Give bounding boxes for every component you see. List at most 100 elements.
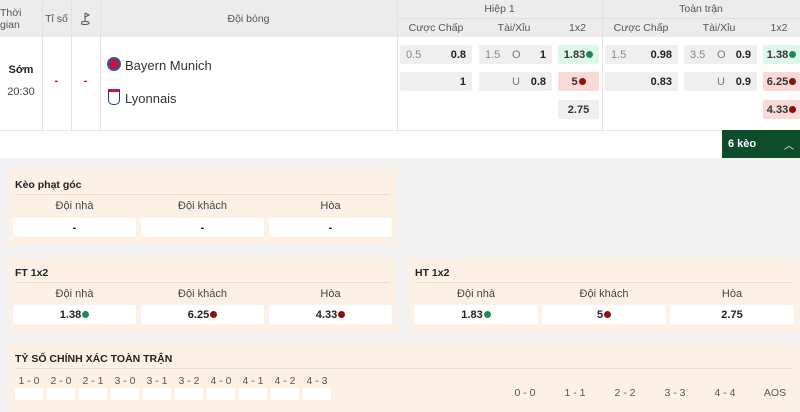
ft-1x2-draw[interactable]: 4.33 [763,100,800,119]
score-home: - [54,75,59,87]
score-odd-box[interactable] [303,388,331,400]
score-label: 4 - 0 [210,375,232,387]
header-ft-handicap: Cược Chấp [602,18,680,37]
under-label: U [717,75,725,88]
score-label: 3 - 2 [178,375,200,387]
up-dot-icon [789,51,797,58]
h1-handicap-home[interactable]: 0.5 0.8 [400,45,472,64]
header-h1-ou: Tài/Xỉu [475,18,553,37]
corner-home[interactable]: - [13,218,136,237]
odd: 6.25 [766,75,789,88]
label-away: Đội khách [178,200,227,212]
ft-over[interactable]: 3.5 O 0.9 [684,45,757,64]
odd: 5 [571,75,578,88]
score-label: 3 - 1 [146,375,168,387]
chevron-up-icon: ︿ [784,140,794,152]
header-ft-ou: Tài/Xỉu [680,18,758,37]
score-odd-box[interactable] [79,388,107,400]
header-score: Tỉ số [42,0,71,37]
corner-draw[interactable]: - [269,218,392,237]
header-fulltime: Toàn trận [602,0,800,18]
ft-away-odd[interactable]: 6.25 [141,305,264,324]
score-odd-box[interactable] [15,388,43,400]
h1-1x2-home[interactable]: 1.83 [558,45,599,64]
score-odd-box[interactable] [207,388,235,400]
h1-handicap-away[interactable]: 1 [400,72,472,91]
header-teams: Đội bóng [100,0,397,37]
ft-under[interactable]: U 0.9 [684,72,757,91]
h1-over[interactable]: 1.5 O 1 [479,45,552,64]
header-half1: Hiệp 1 [397,0,602,18]
ft-1x2-home[interactable]: 1.38 [763,45,800,64]
h1-1x2-away[interactable]: 5 [558,72,599,91]
score-label: 4 - 4 [714,387,736,399]
up-dot-icon [82,311,90,318]
ft-home-odd[interactable]: 1.38 [13,305,136,324]
down-dot-icon [604,311,612,318]
score-label: 1 - 1 [564,387,586,399]
odd: 0.83 [650,75,672,88]
odd: 0.9 [735,75,751,88]
over-label: O [717,48,726,61]
down-dot-icon [789,78,797,85]
header-h1-handicap: Cược Chấp [397,18,475,37]
score-odd-box[interactable] [175,388,203,400]
ft-draw-odd[interactable]: 4.33 [269,305,392,324]
corner-away[interactable]: - [141,218,264,237]
line: 1.5 [485,48,501,61]
label-home: Đội nhà [457,288,495,300]
down-dot-icon [338,311,346,318]
score-odd-box[interactable] [111,388,139,400]
score-odd-box[interactable] [239,388,267,400]
score-odd-box[interactable] [143,388,171,400]
down-dot-icon [210,311,218,318]
away-team[interactable]: Lyonnais [125,91,177,106]
ft-1x2-away[interactable]: 6.25 [763,72,800,91]
odd: 1.38 [59,308,82,321]
label-home: Đội nhà [55,200,94,212]
ht-draw-odd[interactable]: 2.75 [670,305,794,324]
panel-title: HT 1x2 [415,267,450,279]
odd: 2.75 [567,103,590,116]
ht-away-odd[interactable]: 5 [542,305,666,324]
match-time: 20:30 [7,86,35,98]
score-odd-box[interactable] [47,388,75,400]
odd: 6.25 [187,308,210,321]
odd: 4.33 [315,308,338,321]
label-away: Đội khách [579,288,629,300]
odd: 5 [596,308,604,321]
score-label: 0 - 0 [514,387,536,399]
score-away: - [83,75,88,87]
corner-panel: Kèo phạt góc Đội nhà Đội khách Hòa - - - [8,168,397,245]
label-home: Đội nhà [55,288,94,300]
label-draw: Hòa [320,200,341,212]
header-h1-1x2: 1x2 [553,18,602,37]
under-label: U [512,75,520,88]
ft-1x2-panel: FT 1x2 Đội nhà Đội khách Hòa 1.38 6.25 4… [8,258,397,332]
score-label: 2 - 2 [614,387,636,399]
h1-1x2-draw[interactable]: 2.75 [558,100,599,119]
odd: 1.83 [461,308,483,321]
odd: 1.38 [766,48,789,61]
score-label: 4 - 2 [274,375,296,387]
up-dot-icon [586,51,594,58]
home-team[interactable]: Bayern Munich [125,58,212,73]
ft-handicap-home[interactable]: 1.5 0.98 [605,45,678,64]
panel-title: TỶ SỐ CHÍNH XÁC TOÀN TRẬN [15,353,173,365]
odd: 0.8 [450,48,466,61]
odd: 4.33 [766,103,789,116]
line: 1.5 [611,48,627,61]
odd: 2.75 [721,308,743,321]
header-time: Thời gian [0,0,42,37]
odd: 1 [459,75,466,88]
score-odd-box[interactable] [271,388,299,400]
ht-home-odd[interactable]: 1.83 [414,305,538,324]
ft-handicap-away[interactable]: 0.83 [605,72,678,91]
more-odds-button[interactable]: 6 kèo ︿ [722,130,800,158]
score-label: 4 - 3 [306,375,328,387]
h1-under[interactable]: U 0.8 [479,72,552,91]
down-dot-icon [789,106,797,113]
score-label: 2 - 1 [82,375,104,387]
odd: 0.8 [530,75,546,88]
up-dot-icon [483,311,491,318]
